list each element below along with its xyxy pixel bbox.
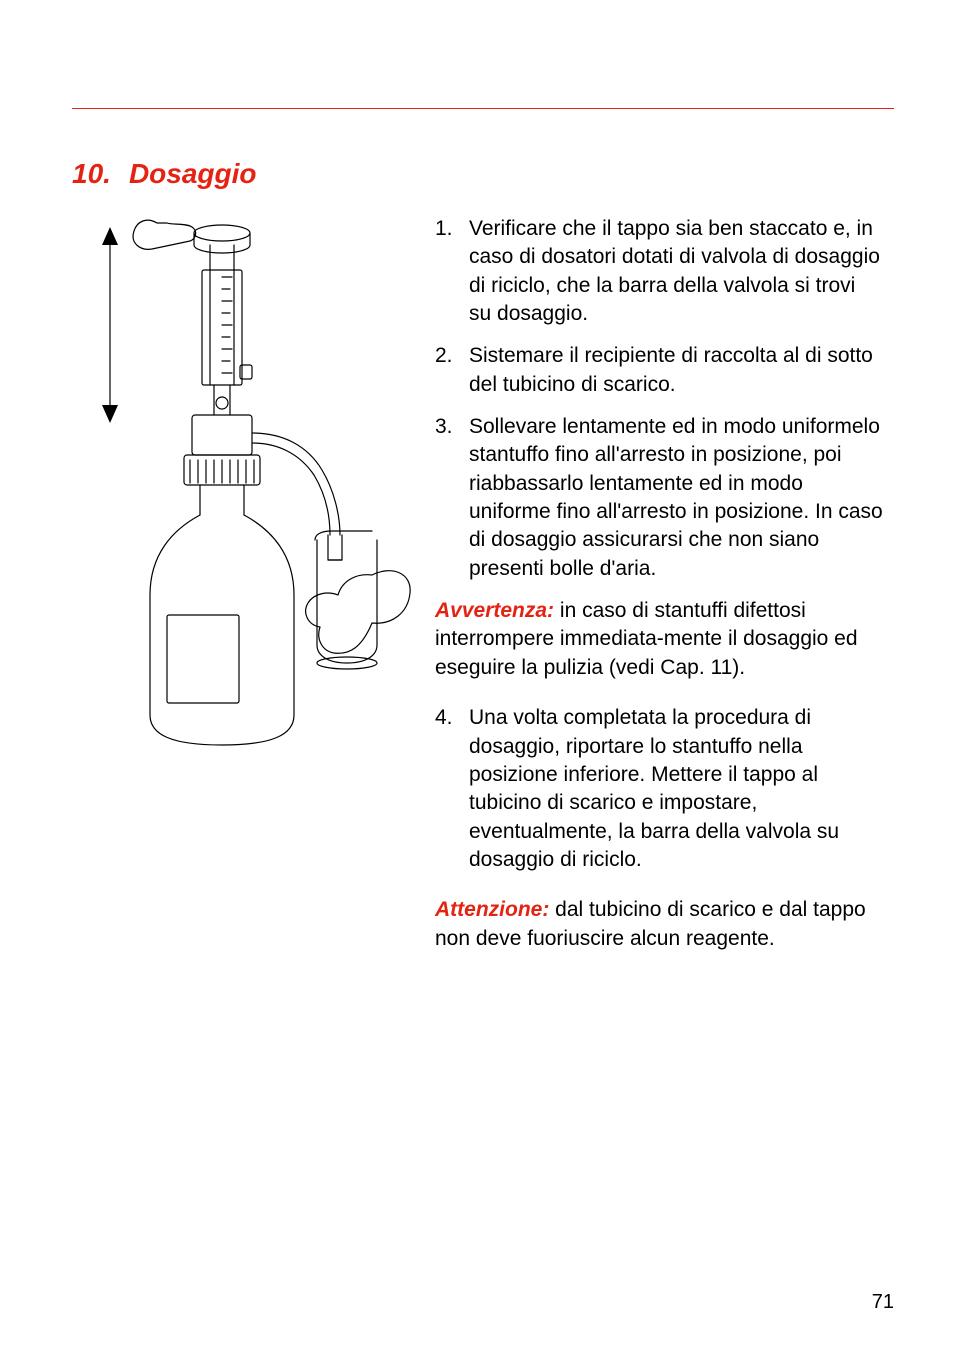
step-number: 4. (435, 704, 453, 732)
page-number: 71 (872, 1291, 894, 1314)
top-rule (72, 108, 894, 109)
warning-label: Avvertenza: (435, 599, 554, 622)
step-text: Una volta completata la procedura di dos… (469, 706, 839, 871)
heading-number: 10. (72, 158, 111, 189)
step-text: Sistemare il recipiente di raccolta al d… (469, 344, 873, 395)
step-number: 2. (435, 342, 453, 370)
steps-list-1: 1. Verificare che il tappo sia ben stacca… (435, 215, 883, 583)
step-1: 1. Verificare che il tappo sia ben stacca… (435, 215, 883, 328)
steps-list-2: 4. Una volta completata la procedura di d… (435, 704, 883, 874)
section-heading: 10. Dosaggio (72, 158, 257, 190)
attention-label: Attenzione: (435, 898, 549, 921)
step-text: Sollevare lentamente ed in modo uniforme… (469, 415, 883, 580)
figure-dispenser (72, 215, 422, 755)
step-4: 4. Una volta completata la procedura di d… (435, 704, 883, 874)
heading-title: Dosaggio (129, 158, 257, 189)
step-number: 3. (435, 413, 453, 441)
step-3: 3. Sollevare lentamente ed in modo unifor… (435, 413, 883, 583)
step-number: 1. (435, 215, 453, 243)
step-text: Verificare che il tappo sia ben staccato… (469, 217, 880, 325)
page: 10. Dosaggio (0, 0, 954, 1354)
attention-paragraph: Attenzione: dal tubicino di scarico e da… (435, 896, 883, 953)
dispenser-illustration (72, 215, 422, 755)
updown-arrow-icon (102, 227, 118, 423)
warning-paragraph: Avvertenza: in caso di stantuffi difetto… (435, 597, 883, 682)
step-2: 2. Sistemare il recipiente di raccolta al… (435, 342, 883, 399)
text-column: 1. Verificare che il tappo sia ben stacca… (435, 215, 883, 967)
